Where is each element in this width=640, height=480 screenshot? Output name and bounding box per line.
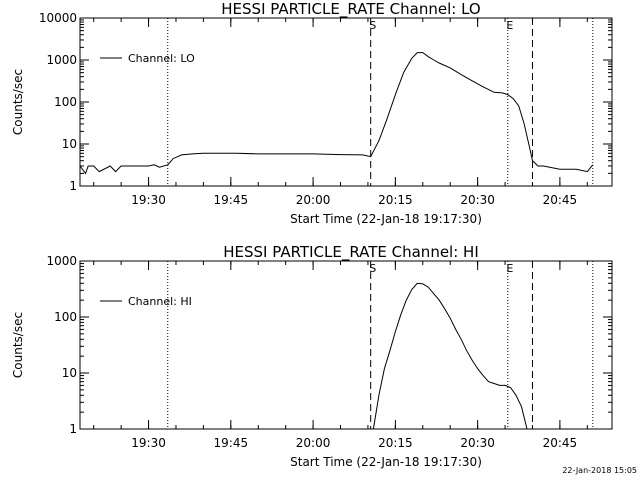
chart-1-x-tick-label: 20:15 [378,193,413,207]
chart-2-y-tick-label: 10 [62,366,77,380]
chart-1-x-axis-label: Start Time (22-Jan-18 19:17:30) [290,212,482,226]
chart-1-legend-label: Channel: LO [128,52,195,65]
chart-2-x-tick-label: 20:00 [296,436,331,450]
chart-2: HESSI PARTICLE_RATE Channel: HI 1 10 100 100… [11,243,613,469]
chart-2-x-tick-label: 19:30 [131,436,166,450]
chart-2-title: HESSI PARTICLE_RATE Channel: HI [223,243,479,262]
chart-2-series-line [372,282,528,430]
footer-stamp: 22-Jan-2018 15:05 [562,466,637,475]
chart-1: HESSI PARTICLE_RATE Channel: LO 1 10 100 100… [11,0,613,226]
chart-2-x-tick-label: 20:45 [543,436,578,450]
chart-1-y-tick-label: 1000 [46,53,77,67]
chart-2-x-tick-label: 19:45 [214,436,249,450]
chart-2-marker-label: S [369,262,376,275]
chart-2-x-tick-label: 20:30 [460,436,495,450]
chart-2-x-tick-label: 20:15 [378,436,413,450]
chart-1-x-tick-label: 20:45 [543,193,578,207]
chart-2-x-axis-label: Start Time (22-Jan-18 19:17:30) [290,455,482,469]
chart-1-y-axis-label: Counts/sec [11,69,25,135]
chart-2-frame [79,260,613,430]
chart-2-marker-label: E [506,262,513,275]
chart-2-legend-label: Channel: HI [128,295,192,308]
chart-1-y-tick-label: 10 [62,137,77,151]
chart-1-marker-label: S [369,19,376,32]
chart-2-y-axis-label: Counts/sec [11,312,25,378]
chart-1-x-tick-label: 20:00 [296,193,331,207]
chart-1-marker-label: E [506,19,513,32]
chart-1-y-tick-label: 100 [54,95,77,109]
chart-2-y-tick-label: 100 [54,310,77,324]
chart-1-x-tick-label: 19:45 [214,193,249,207]
chart-1-title: HESSI PARTICLE_RATE Channel: LO [221,0,480,19]
chart-1-y-tick-label: 10000 [39,11,77,25]
chart-2-y-tick-label: 1 [69,422,77,436]
chart-1-x-tick-label: 20:30 [460,193,495,207]
chart-2-y-tick-label: 1000 [46,254,77,268]
chart-1-series-line [79,52,594,175]
chart-1-y-tick-label: 1 [69,179,77,193]
chart-1-x-tick-label: 19:30 [131,193,166,207]
